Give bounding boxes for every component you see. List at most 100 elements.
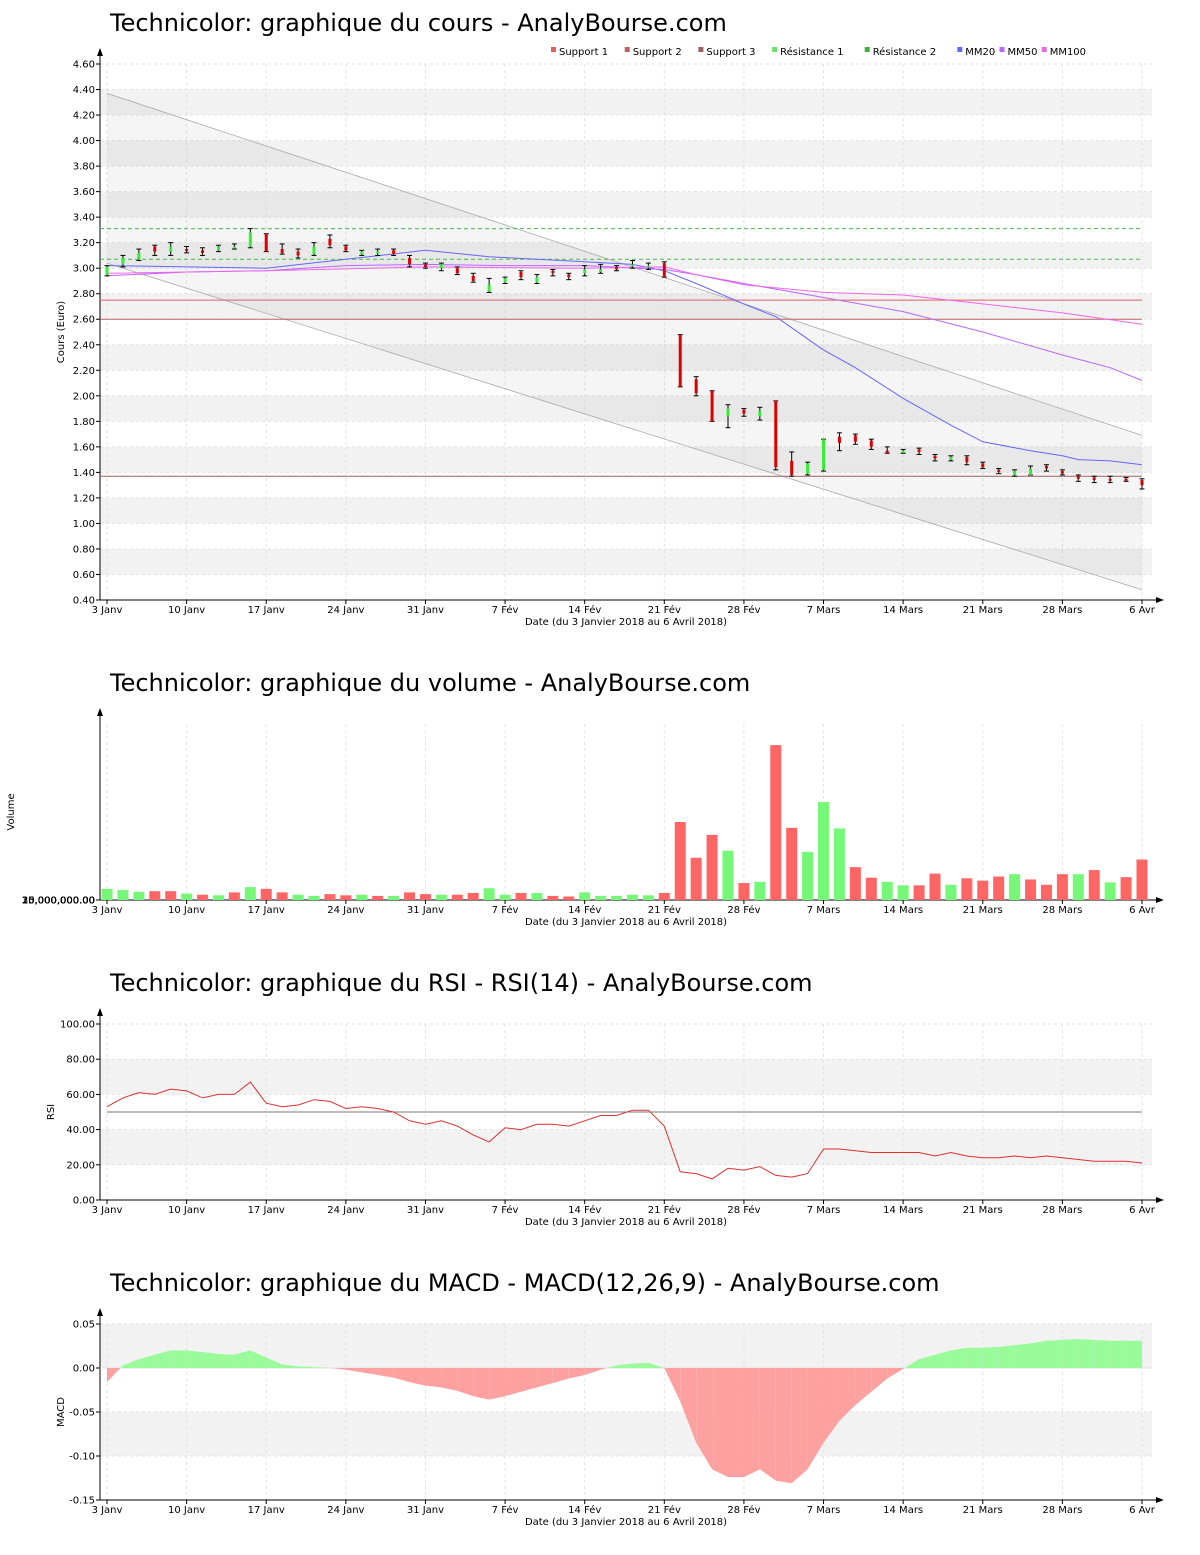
volume-bar [563, 896, 574, 900]
volume-bar [133, 892, 144, 900]
y-tick-label: 4.60 [73, 60, 95, 71]
y-tick-label: 0.00 [73, 1364, 95, 1375]
candle-body [408, 258, 411, 264]
y-tick-label: 1.80 [73, 417, 95, 428]
macd-area-segment [712, 1368, 728, 1477]
x-tick-label: 7 Mars [807, 605, 841, 616]
volume-bar [898, 885, 909, 900]
volume-bar [388, 896, 399, 900]
volume-bar [834, 828, 845, 900]
candle-body [1061, 471, 1064, 474]
legend-swatch [625, 47, 630, 52]
volume-bar [659, 893, 670, 900]
volume-bar [245, 887, 256, 900]
volume-bar [595, 896, 606, 900]
candle-body [1013, 471, 1016, 475]
volume-bar [261, 889, 272, 900]
candle-body [328, 239, 331, 245]
macd-area-segment [951, 1348, 967, 1368]
macd-area-segment [203, 1352, 219, 1368]
candle-body [1125, 479, 1128, 481]
x-tick-label: 21 Fév [648, 1204, 681, 1216]
candle-body [727, 409, 730, 417]
candle-body [997, 470, 1000, 472]
candle-body [1029, 469, 1032, 475]
x-tick-label: 14 Mars [883, 1505, 923, 1516]
candle-body [424, 264, 427, 267]
candle-body [360, 252, 363, 255]
candle-body [504, 278, 507, 282]
volume-bar [500, 895, 511, 900]
x-tick-label: 28 Mars [1042, 1505, 1082, 1516]
x-tick-label: 14 Fév [568, 604, 601, 616]
x-tick-label: 14 Fév [568, 1204, 601, 1216]
macd-area-segment [855, 1368, 871, 1405]
y-tick-label: 4.20 [73, 111, 95, 122]
macd-area-segment [1062, 1339, 1078, 1368]
legend-label: Résistance 2 [873, 46, 936, 58]
x-tick-label: 14 Mars [883, 605, 923, 616]
volume-bar [977, 881, 988, 900]
macd-area-segment [410, 1368, 426, 1386]
candle-body [344, 246, 347, 250]
volume-bar [1057, 874, 1068, 900]
macd-area-segment [362, 1368, 378, 1375]
candle-body [201, 250, 204, 253]
candle-body [456, 268, 459, 273]
legend-item: MM100 [1042, 47, 1086, 58]
macd-area-segment [473, 1368, 489, 1400]
x-tick-label: 14 Fév [568, 1504, 601, 1516]
candle-body [774, 401, 777, 467]
macd-area-segment [1031, 1341, 1047, 1368]
volume-bar [643, 895, 654, 900]
volume-bar [197, 895, 208, 900]
x-tick-label: 28 Fév [727, 904, 760, 916]
y-axis-arrow [97, 1308, 103, 1316]
volume-bar [547, 896, 558, 900]
candle-body [265, 234, 268, 252]
x-tick-label: 7 Fév [492, 1204, 519, 1216]
legend-label: MM50 [1008, 47, 1038, 58]
x-tick-label: 10 Janv [168, 605, 205, 616]
x-tick-label: 31 Janv [407, 1205, 444, 1216]
candle-body [615, 267, 618, 270]
grid-band [100, 549, 1152, 575]
macd-area-segment [218, 1354, 234, 1368]
x-axis-arrow [1156, 1197, 1164, 1203]
candle-body [169, 246, 172, 251]
y-tick-label: 2.40 [73, 340, 95, 351]
candle-body [106, 267, 109, 275]
y-tick-label: 0.60 [73, 570, 95, 581]
macd-area-segment [489, 1368, 505, 1400]
y-tick-label: 3.40 [73, 213, 95, 224]
legend-item: Support 3 [698, 47, 755, 58]
x-tick-label: 6 Avr [1129, 605, 1156, 616]
macd-area-segment [999, 1345, 1015, 1368]
macd-area-segment [1094, 1340, 1110, 1368]
candle-body [981, 463, 984, 467]
candle-body [599, 269, 602, 272]
volume-bar [324, 894, 335, 900]
candle-body [854, 435, 857, 441]
volume-bar [850, 867, 861, 900]
candle-body [535, 277, 538, 282]
candle-body [631, 264, 634, 266]
candle-body [711, 391, 714, 422]
x-tick-label: 28 Mars [1042, 605, 1082, 616]
candle-body [758, 411, 761, 416]
x-tick-label: 17 Janv [248, 905, 285, 916]
macd-area-segment [537, 1368, 553, 1387]
y-tick-label: 3.00 [73, 264, 95, 275]
volume-bar [340, 895, 351, 900]
candle-body [440, 264, 443, 268]
macd-area-segment [1046, 1340, 1062, 1368]
legend-label: MM100 [1050, 47, 1086, 58]
macd-area-segment [967, 1348, 983, 1368]
candle-body [790, 461, 793, 475]
x-tick-label: 10 Janv [168, 1205, 205, 1216]
volume-bar [277, 892, 288, 900]
candle-body [822, 439, 825, 470]
legend-item: MM20 [957, 47, 995, 58]
